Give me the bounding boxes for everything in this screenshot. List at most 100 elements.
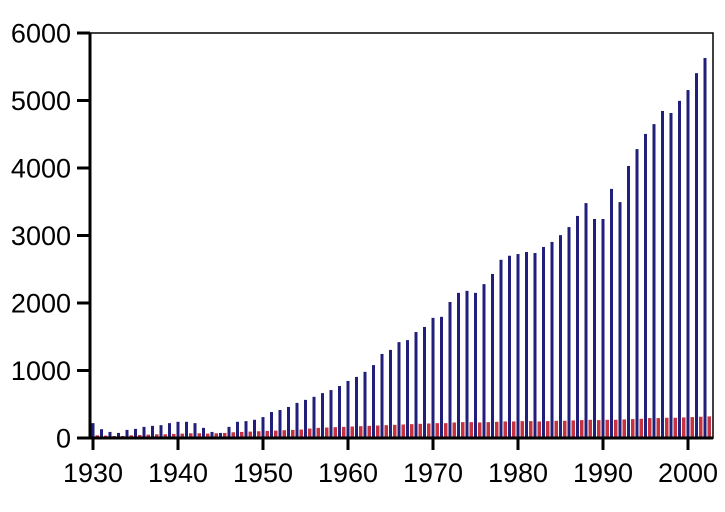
navy-bar bbox=[414, 332, 418, 438]
navy-bar bbox=[151, 425, 154, 438]
navy-bar bbox=[533, 253, 537, 438]
navy-bar bbox=[678, 100, 681, 439]
red-bar bbox=[418, 423, 422, 438]
navy-bar bbox=[542, 246, 545, 438]
navy-bar bbox=[134, 428, 137, 438]
navy-bar bbox=[125, 429, 129, 438]
red-bar bbox=[274, 430, 278, 438]
red-bar bbox=[605, 419, 609, 438]
navy-bar bbox=[482, 284, 486, 438]
red-bar bbox=[393, 424, 397, 438]
red-bar bbox=[452, 422, 456, 438]
navy-bar bbox=[338, 386, 341, 438]
red-bar bbox=[265, 430, 269, 438]
navy-bar bbox=[270, 412, 273, 438]
navy-bar bbox=[457, 292, 460, 438]
red-bar bbox=[197, 433, 201, 438]
navy-bar bbox=[669, 112, 673, 439]
red-bar bbox=[172, 433, 176, 438]
red-bar bbox=[495, 421, 499, 438]
x-axis-label: 1980 bbox=[488, 458, 548, 488]
navy-bar bbox=[567, 227, 571, 438]
navy-bar bbox=[219, 432, 222, 438]
x-axis-label: 1940 bbox=[148, 458, 208, 488]
red-bar bbox=[682, 417, 686, 438]
red-bar bbox=[639, 418, 643, 438]
navy-bar bbox=[440, 316, 443, 438]
red-bar bbox=[461, 422, 465, 438]
red-bar bbox=[631, 419, 635, 438]
navy-bar bbox=[159, 425, 163, 438]
red-bar bbox=[554, 420, 558, 438]
navy-bar bbox=[100, 429, 103, 438]
red-bar bbox=[180, 433, 184, 438]
red-bar bbox=[656, 418, 660, 438]
red-bar bbox=[223, 432, 227, 438]
navy-bar bbox=[695, 73, 698, 438]
navy-bar bbox=[244, 421, 248, 438]
red-bar bbox=[299, 429, 303, 438]
red-bar bbox=[622, 419, 626, 438]
navy-bar bbox=[142, 426, 146, 438]
navy-bar bbox=[406, 340, 409, 438]
x-axis-label: 1990 bbox=[573, 458, 633, 488]
navy-bar bbox=[703, 57, 707, 438]
red-bar bbox=[469, 422, 473, 438]
x-axis-label: 2000 bbox=[658, 458, 718, 488]
navy-bar bbox=[491, 273, 494, 438]
red-bar bbox=[308, 428, 312, 438]
navy-bar bbox=[321, 393, 324, 438]
navy-bar bbox=[601, 218, 605, 438]
navy-bar bbox=[372, 365, 375, 438]
red-bar bbox=[435, 423, 439, 438]
navy-bar bbox=[295, 402, 299, 438]
navy-bar bbox=[474, 292, 477, 438]
red-bar bbox=[384, 425, 388, 438]
red-bar bbox=[410, 424, 414, 438]
navy-bar bbox=[397, 342, 401, 438]
navy-bar bbox=[261, 417, 265, 438]
red-bar bbox=[673, 417, 677, 438]
navy-bar bbox=[584, 203, 588, 438]
red-bar bbox=[690, 417, 694, 438]
red-bar bbox=[537, 421, 541, 438]
navy-bar bbox=[185, 421, 188, 438]
y-axis-label: 1000 bbox=[11, 356, 71, 386]
red-bar bbox=[342, 426, 346, 438]
red-bar bbox=[206, 433, 210, 438]
red-bar bbox=[707, 416, 711, 438]
red-bar bbox=[240, 431, 244, 438]
red-bar bbox=[367, 425, 371, 438]
y-axis-label: 2000 bbox=[11, 288, 71, 318]
navy-bar bbox=[389, 349, 392, 438]
red-bar bbox=[580, 420, 584, 438]
red-bar bbox=[427, 423, 431, 438]
navy-bar bbox=[593, 218, 596, 438]
red-bar bbox=[376, 425, 380, 438]
navy-bar bbox=[448, 301, 452, 438]
y-axis-label: 5000 bbox=[11, 86, 71, 116]
navy-bar bbox=[661, 110, 664, 439]
navy-bar bbox=[559, 235, 562, 438]
navy-bar bbox=[516, 254, 520, 438]
red-bar bbox=[214, 433, 218, 438]
navy-bar bbox=[550, 241, 554, 438]
y-axis-label: 6000 bbox=[11, 18, 71, 48]
navy-bar bbox=[287, 406, 290, 438]
navy-bar bbox=[618, 202, 622, 438]
navy-bar bbox=[635, 149, 639, 438]
navy-bar bbox=[117, 432, 120, 438]
navy-bar bbox=[644, 133, 647, 438]
red-bar bbox=[155, 434, 159, 438]
navy-bar bbox=[346, 380, 350, 438]
red-bar bbox=[231, 432, 235, 438]
red-bar bbox=[546, 421, 550, 438]
x-axis-label: 1950 bbox=[233, 458, 293, 488]
y-axis-label: 0 bbox=[56, 423, 71, 453]
red-bar bbox=[597, 420, 601, 438]
red-bar bbox=[257, 431, 261, 438]
red-bar bbox=[163, 434, 167, 438]
red-bar bbox=[512, 421, 516, 438]
red-bar bbox=[614, 419, 618, 438]
